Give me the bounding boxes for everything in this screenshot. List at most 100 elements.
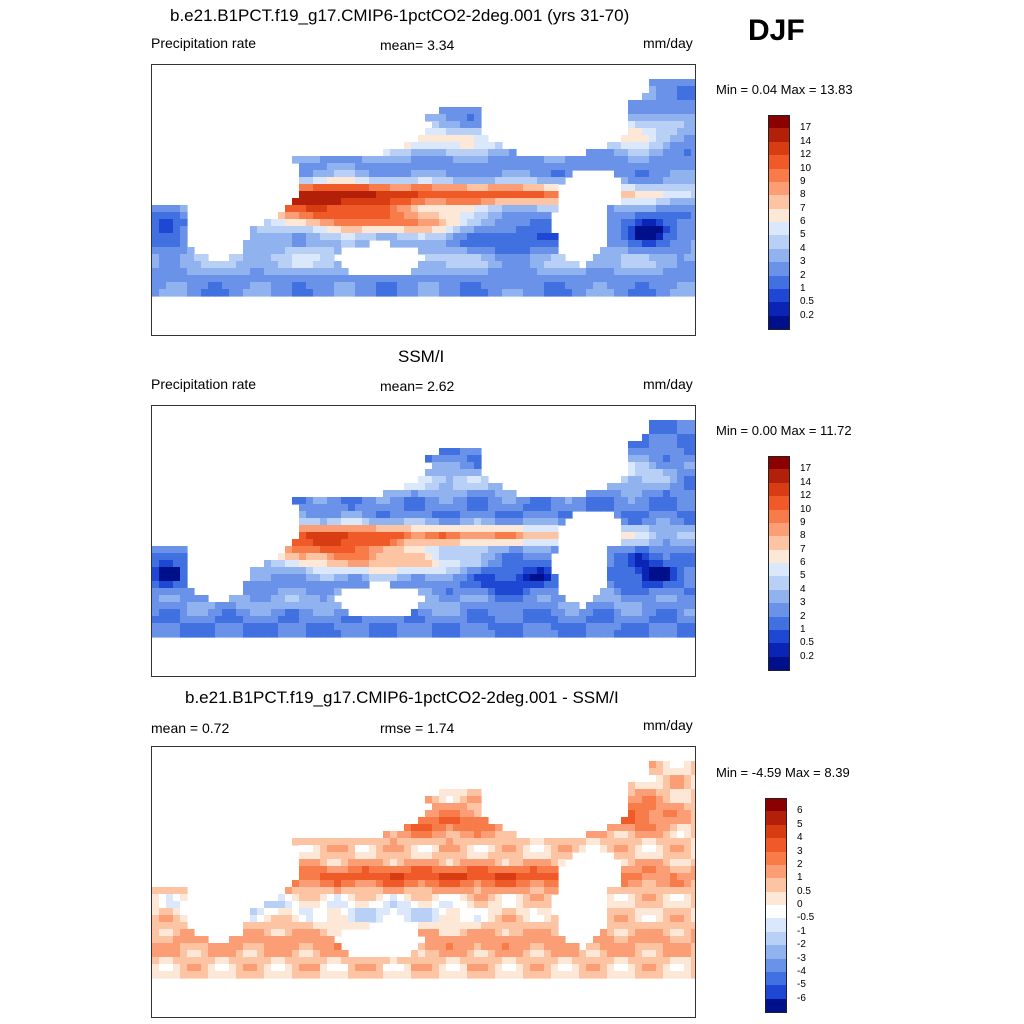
- colorbar-tick-label: 0.5: [800, 296, 814, 308]
- colorbar-tick-label: -3: [797, 952, 806, 964]
- colorbar-swatch: [768, 315, 790, 330]
- colorbar-swatch: [768, 141, 790, 156]
- colorbar-tick-label: 10: [800, 503, 812, 515]
- colorbar-swatch: [768, 549, 790, 564]
- colorbar-swatch: [768, 576, 790, 591]
- colorbar-swatch: [765, 864, 787, 879]
- colorbar-swatch: [768, 181, 790, 196]
- panel1-map: [151, 64, 696, 336]
- colorbar-tick-label: 5: [797, 818, 803, 830]
- panel3-colorbar: 6 5 4 3 2 1 0.5 0 -0.5 -1 -2 -3 -4 -5 -6: [765, 798, 845, 1013]
- colorbar-swatch: [768, 302, 790, 317]
- colorbar-swatch: [765, 838, 787, 852]
- panel1-minmax: Min = 0.04 Max = 13.83: [716, 82, 853, 97]
- colorbar-tick-label: -4: [797, 965, 806, 977]
- colorbar-swatch: [768, 509, 790, 524]
- colorbar-tick-label: -0.5: [797, 912, 815, 924]
- colorbar-tick-label: 9: [800, 516, 806, 528]
- colorbar-swatch: [765, 918, 787, 933]
- colorbar-swatch: [765, 971, 787, 986]
- colorbar-swatch: [768, 629, 790, 644]
- colorbar-swatch: [765, 945, 787, 959]
- panel3-map: [151, 746, 696, 1018]
- colorbar-tick-label: -2: [797, 939, 806, 951]
- colorbar-tick-label: 0.5: [800, 637, 814, 649]
- colorbar-swatch: [768, 262, 790, 276]
- colorbar-tick-label: 2: [800, 269, 806, 281]
- panel1-left-label: Precipitation rate: [151, 35, 257, 51]
- colorbar-tick-label: -6: [797, 992, 806, 1004]
- panel3-minmax: Min = -4.59 Max = 8.39: [716, 765, 850, 780]
- colorbar-swatch: [768, 643, 790, 658]
- panel2-units: mm/day: [643, 376, 693, 392]
- colorbar-swatch: [768, 589, 790, 604]
- colorbar-tick-label: 1: [800, 623, 806, 635]
- panel2-title: SSM/I: [398, 347, 445, 366]
- colorbar-tick-label: 17: [800, 122, 812, 134]
- colorbar-swatch: [768, 563, 790, 577]
- colorbar-tick-label: 0.2: [800, 309, 814, 321]
- colorbar-swatch: [768, 656, 790, 671]
- panel1-colorbar: 17 14 12 10 9 8 7 6 5 4 3 2 1 0.5 0.2: [768, 115, 848, 330]
- colorbar-tick-label: 9: [800, 175, 806, 187]
- colorbar-swatch: [768, 275, 790, 290]
- colorbar-tick-label: 0.2: [800, 650, 814, 662]
- colorbar-swatch: [765, 798, 787, 812]
- colorbar-tick-label: 5: [800, 570, 806, 582]
- precip-field: [152, 761, 695, 979]
- colorbar-tick-label: 4: [797, 832, 803, 844]
- colorbar-swatch: [768, 288, 790, 303]
- colorbar-swatch: [765, 958, 787, 973]
- colorbar-swatch: [768, 222, 790, 236]
- panel2-left-label: Precipitation rate: [151, 376, 257, 392]
- colorbar-swatch: [768, 168, 790, 183]
- colorbar-tick-label: -5: [797, 979, 806, 991]
- colorbar-tick-label: 3: [800, 597, 806, 609]
- colorbar-swatch: [765, 851, 787, 866]
- colorbar-swatch: [768, 616, 790, 631]
- colorbar-swatch: [765, 905, 787, 919]
- colorbar-swatch: [768, 128, 790, 143]
- colorbar-swatch: [765, 891, 787, 906]
- colorbar-tick-label: 2: [797, 858, 803, 870]
- colorbar-swatch: [768, 235, 790, 250]
- colorbar-tick-label: 2: [800, 610, 806, 622]
- colorbar-tick-label: 1: [800, 282, 806, 294]
- panel3-rmse-label: rmse = 1.74: [380, 720, 455, 736]
- colorbar-swatch: [768, 603, 790, 617]
- panel3-units: mm/day: [643, 717, 693, 733]
- colorbar-tick-label: 6: [800, 216, 806, 227]
- colorbar-tick-label: 7: [800, 543, 806, 555]
- colorbar-swatch: [768, 522, 790, 537]
- precip-field: [152, 420, 695, 638]
- colorbar-swatch: [768, 496, 790, 510]
- colorbar-swatch: [768, 195, 790, 210]
- colorbar-swatch: [765, 824, 787, 839]
- colorbar-tick-label: 5: [800, 229, 806, 241]
- colorbar-tick-label: 0: [797, 899, 803, 910]
- colorbar-swatch: [768, 482, 790, 497]
- panel3-mean-label: mean = 0.72: [151, 720, 230, 736]
- colorbar-swatch: [768, 456, 790, 470]
- colorbar-swatch: [768, 536, 790, 551]
- colorbar-tick-label: 6: [797, 805, 803, 817]
- colorbar-swatch: [765, 878, 787, 893]
- colorbar-tick-label: 14: [800, 476, 812, 488]
- colorbar-tick-label: 4: [800, 242, 806, 254]
- colorbar-swatch: [768, 208, 790, 223]
- colorbar-tick-label: 8: [800, 530, 806, 542]
- colorbar-swatch: [768, 115, 790, 129]
- colorbar-swatch: [768, 248, 790, 263]
- panel2-map: [151, 405, 696, 677]
- colorbar-tick-label: 6: [800, 557, 806, 568]
- panel2-colorbar: 17 14 12 10 9 8 7 6 5 4 3 2 1 0.5 0.2: [768, 456, 848, 671]
- colorbar-tick-label: 3: [800, 256, 806, 268]
- season-label: DJF: [748, 14, 805, 47]
- colorbar-swatch: [768, 469, 790, 484]
- colorbar-tick-label: -1: [797, 925, 806, 937]
- colorbar-swatch: [765, 998, 787, 1013]
- colorbar-tick-label: 12: [800, 149, 812, 161]
- panel1-units: mm/day: [643, 35, 693, 51]
- colorbar-swatch: [765, 811, 787, 826]
- colorbar-swatch: [768, 155, 790, 169]
